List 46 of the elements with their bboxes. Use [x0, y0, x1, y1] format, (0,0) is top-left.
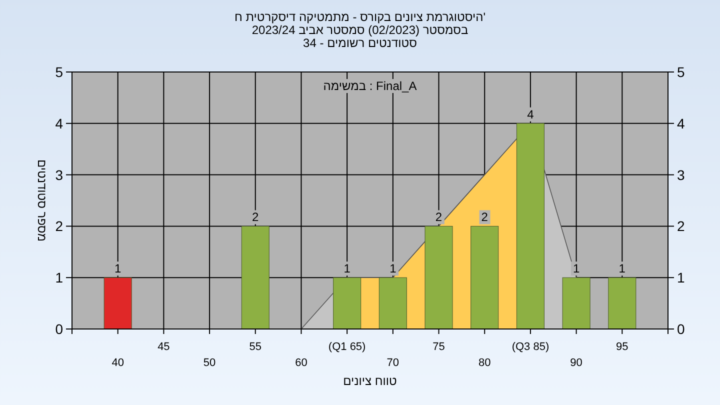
data-label: 1	[114, 262, 122, 276]
y-tick-label: 2	[55, 218, 64, 234]
bar	[104, 277, 132, 330]
y2-tick-label: 3	[677, 166, 685, 183]
x-tick-label: 95	[616, 341, 628, 353]
y-tick-label: 4	[55, 115, 64, 132]
y2-tick-label: 1	[677, 270, 685, 286]
y2-tick-label: 0	[677, 321, 685, 337]
y-tick-label: 3	[55, 166, 64, 183]
bar	[516, 123, 544, 330]
bar	[424, 226, 453, 330]
x-tick-label: (Q1 65)	[328, 341, 366, 353]
x-tick-label: 60	[295, 357, 308, 369]
x-tick-label: 80	[478, 357, 491, 369]
data-label: 1	[572, 262, 580, 276]
data-label: 1	[390, 262, 397, 276]
data-label: 2	[481, 210, 488, 224]
bar	[241, 226, 270, 330]
data-label: 1	[618, 262, 626, 276]
data-label: 1	[344, 262, 351, 276]
chart-title: היסטוגרמת ציונים בקורס - מתמטיקה דיסקרטית ח' בסמסטר (02/2023) סמסטר אביב 2023/24 סטודנטים רשומים - 34	[234, 10, 486, 50]
bar	[470, 226, 499, 330]
x-tick-label: 45	[158, 341, 170, 353]
y-tick-label: 1	[55, 270, 64, 286]
x-tick-label: 75	[432, 341, 445, 353]
bar	[333, 277, 362, 330]
annotation: במשימה : Final_A	[323, 79, 417, 93]
bar	[608, 277, 636, 330]
y-tick-label: 0	[55, 321, 64, 337]
x-tick-label: (Q3 85)	[512, 341, 550, 353]
y-axis-title: מספר סטודנטים	[35, 159, 49, 242]
x-tick-label: 90	[570, 357, 582, 369]
x-tick-label: 40	[112, 357, 124, 369]
y2-tick-label: 2	[677, 218, 685, 234]
bar	[562, 277, 590, 330]
data-label: 2	[252, 210, 260, 224]
y2-tick-label: 4	[677, 115, 685, 132]
x-tick-label: 55	[249, 341, 262, 353]
y2-tick-label: 5	[677, 64, 685, 80]
x-tick-label: 50	[203, 357, 216, 369]
data-label: 2	[435, 210, 442, 224]
x-tick-label: 70	[386, 357, 400, 369]
bar	[378, 277, 407, 330]
x-axis-title: טווח ציונים	[343, 374, 398, 388]
data-label: 4	[527, 107, 534, 122]
y-tick-label: 5	[55, 64, 64, 80]
